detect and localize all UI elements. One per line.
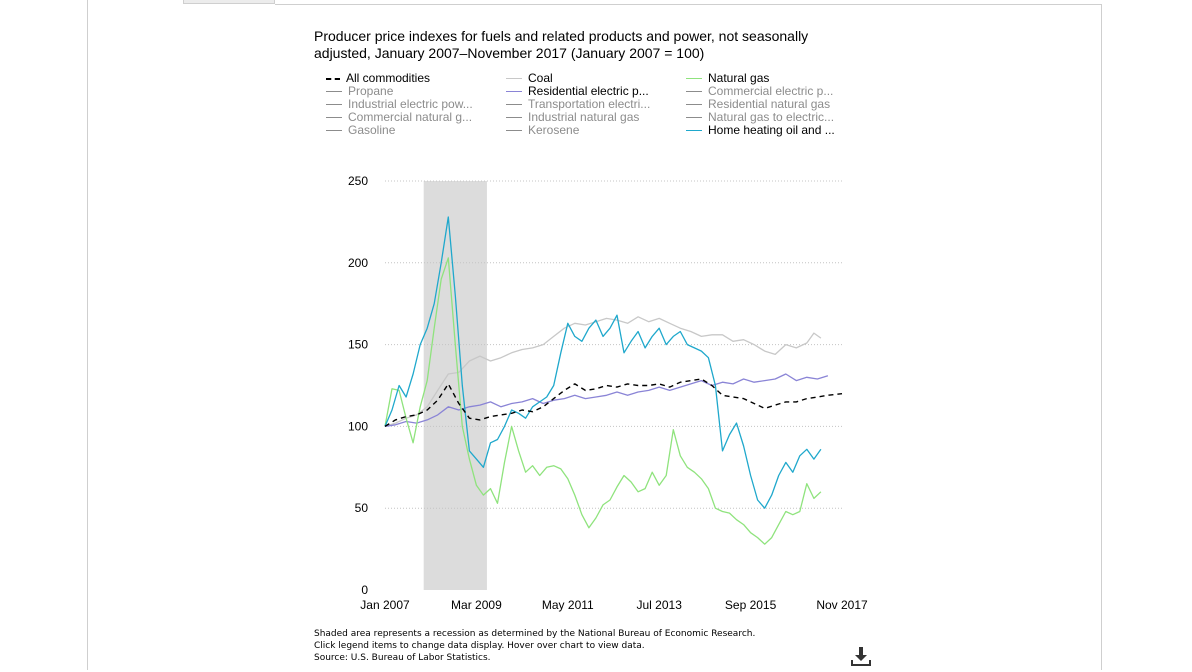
y-tick-label: 200 <box>348 256 368 270</box>
x-tick-label: Mar 2009 <box>451 598 502 612</box>
y-tick-label: 150 <box>348 338 368 352</box>
series-line-natural-gas[interactable] <box>384 257 822 545</box>
series-line-all-commodities[interactable] <box>384 378 843 427</box>
recession-note: Shaded area represents a recession as de… <box>314 629 756 639</box>
legend-item-residential-natural-gas[interactable]: Residential natural gas <box>686 98 830 111</box>
legend-label: Commercial natural g... <box>348 110 473 124</box>
chart-notes: Shaded area represents a recession as de… <box>314 628 755 664</box>
legend-label: Industrial electric pow... <box>348 97 473 111</box>
y-tick-label: 0 <box>361 583 368 597</box>
page-frame-left <box>87 0 88 670</box>
y-tick-label: 250 <box>348 174 368 188</box>
legend-label: All commodities <box>346 71 431 85</box>
legend-item-industrial-natural-gas[interactable]: Industrial natural gas <box>506 111 639 124</box>
legend-item-coal[interactable]: Coal <box>506 72 553 85</box>
legend-label: Propane <box>348 84 394 98</box>
y-tick-label: 100 <box>348 419 368 433</box>
chart-title: Producer price indexes for fuels and rel… <box>314 28 809 61</box>
legend-label: Home heating oil and ... <box>708 123 835 137</box>
legend-label: Residential electric p... <box>528 84 649 98</box>
chart-legend: All commodities Propane Industrial electri… <box>326 72 866 138</box>
legend-swatch <box>326 77 340 80</box>
legend-label: Kerosene <box>528 123 580 137</box>
legend-item-gasoline[interactable]: Gasoline <box>326 124 395 137</box>
x-tick-label: Jan 2007 <box>360 598 410 612</box>
legend-swatch <box>506 117 522 118</box>
legend-swatch <box>506 91 522 92</box>
y-tick-label: 50 <box>355 501 369 515</box>
legend-swatch <box>686 91 702 92</box>
legend-swatch <box>686 78 702 79</box>
series-line-residential-electric-p[interactable] <box>384 373 829 428</box>
legend-swatch <box>686 104 702 105</box>
legend-swatch <box>506 130 522 131</box>
legend-swatch <box>506 78 522 79</box>
legend-item-transportation-electri[interactable]: Transportation electri... <box>506 98 650 111</box>
legend-swatch <box>326 130 342 131</box>
page-frame-top <box>275 4 1102 5</box>
legend-label: Gasoline <box>348 123 396 137</box>
interaction-note: Click legend items to change data displa… <box>314 641 645 651</box>
legend-swatch <box>506 104 522 105</box>
legend-item-kerosene[interactable]: Kerosene <box>506 124 579 137</box>
legend-label: Natural gas <box>708 71 770 85</box>
legend-label: Natural gas to electric... <box>708 110 835 124</box>
legend-swatch <box>686 130 702 131</box>
legend-item-commercial-natural-g[interactable]: Commercial natural g... <box>326 111 472 124</box>
legend-label: Coal <box>528 71 553 85</box>
legend-item-propane[interactable]: Propane <box>326 85 393 98</box>
legend-item-commercial-electric-p[interactable]: Commercial electric p... <box>686 85 833 98</box>
source-note: Source: U.S. Bureau of Labor Statistics. <box>314 653 491 663</box>
x-tick-label: May 2011 <box>542 598 594 612</box>
legend-label: Industrial natural gas <box>528 110 640 124</box>
tab-stub[interactable] <box>183 0 275 4</box>
series-line-home-heating-oil-and[interactable] <box>384 216 822 509</box>
download-icon[interactable] <box>850 645 872 667</box>
page-frame-right <box>1101 4 1102 670</box>
legend-swatch <box>686 117 702 118</box>
legend-label: Transportation electri... <box>528 97 651 111</box>
legend-label: Residential natural gas <box>708 97 831 111</box>
legend-item-natural-gas[interactable]: Natural gas <box>686 72 769 85</box>
legend-item-home-heating-oil-and[interactable]: Home heating oil and ... <box>686 124 835 137</box>
legend-label: Commercial electric p... <box>708 84 834 98</box>
series-line-coal[interactable] <box>384 316 822 428</box>
legend-item-residential-electric-p[interactable]: Residential electric p... <box>506 85 649 98</box>
legend-item-industrial-electric-pow[interactable]: Industrial electric pow... <box>326 98 473 111</box>
legend-item-natural-gas-to-electric[interactable]: Natural gas to electric... <box>686 111 834 124</box>
x-tick-label: Sep 2015 <box>725 598 777 612</box>
x-tick-label: Jul 2013 <box>637 598 683 612</box>
legend-swatch <box>326 91 342 92</box>
legend-swatch <box>326 117 342 118</box>
recession-band <box>423 181 487 590</box>
x-tick-label: Nov 2017 <box>816 598 868 612</box>
legend-item-all-commodities[interactable]: All commodities <box>326 72 430 85</box>
legend-swatch <box>326 104 342 105</box>
